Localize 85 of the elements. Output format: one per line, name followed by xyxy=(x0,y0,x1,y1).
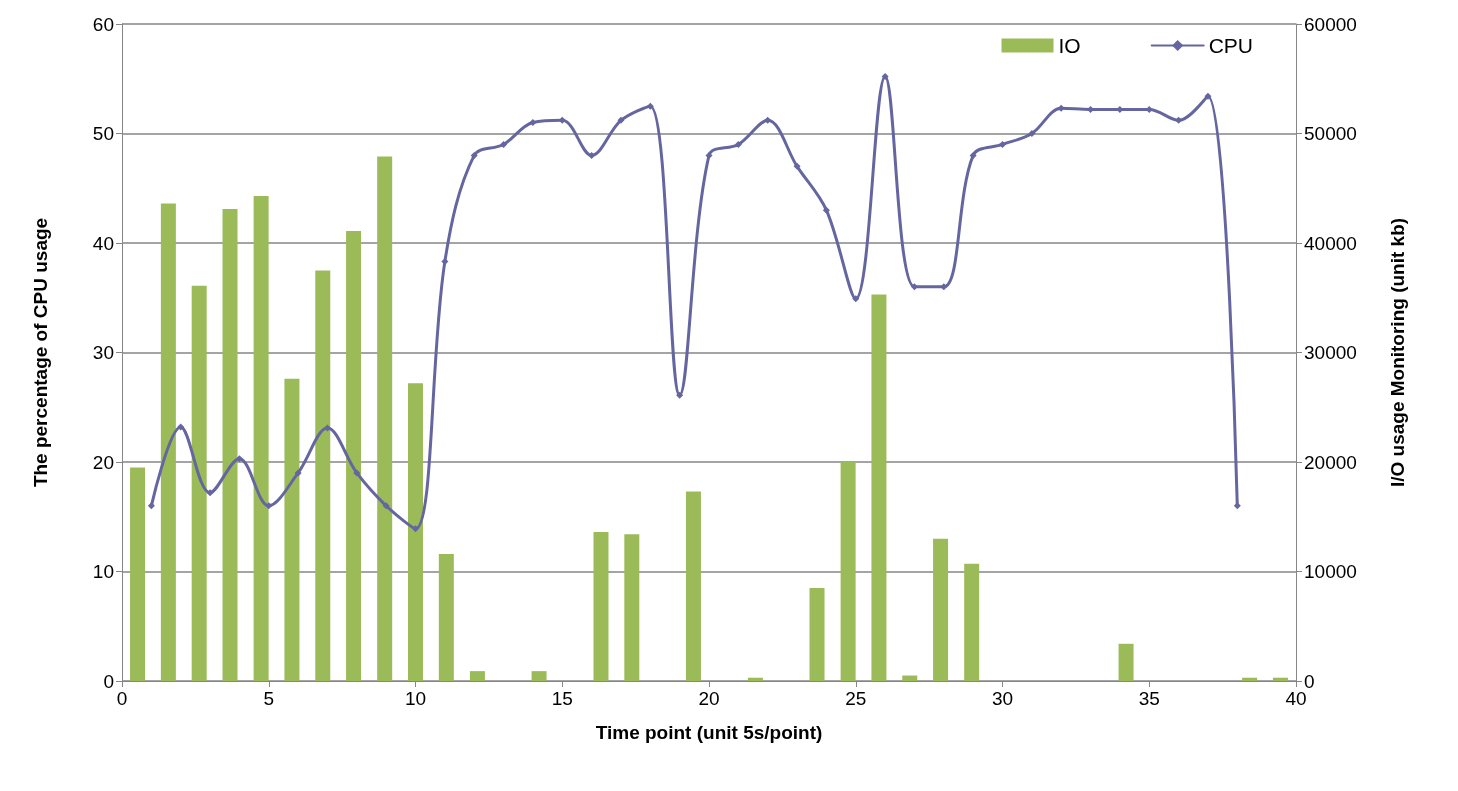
bar xyxy=(315,270,331,681)
y-tick-label: 20 xyxy=(92,451,114,473)
point xyxy=(793,162,801,170)
legend-label: IO xyxy=(1058,34,1081,57)
point xyxy=(177,423,185,431)
bar xyxy=(531,671,547,681)
point xyxy=(147,502,155,510)
bar xyxy=(685,491,701,681)
y-tick-label: 60 xyxy=(92,13,114,35)
bar xyxy=(933,538,949,681)
bar xyxy=(871,294,887,681)
point xyxy=(235,455,243,463)
x-tick-label: 5 xyxy=(263,688,275,709)
y2-tick-label: 0 xyxy=(1304,670,1315,692)
bar xyxy=(438,553,454,681)
point xyxy=(705,151,713,159)
point xyxy=(1028,130,1036,137)
bar xyxy=(809,587,825,681)
legend-label: CPU xyxy=(1208,34,1254,57)
point xyxy=(294,469,302,477)
point xyxy=(881,73,889,81)
y2-tick-label: 60000 xyxy=(1304,13,1357,35)
x-tick-label: 35 xyxy=(1138,688,1160,709)
y2-tick-label: 10000 xyxy=(1304,561,1357,582)
point xyxy=(470,151,478,159)
bar xyxy=(1272,677,1288,681)
bar xyxy=(408,383,423,681)
point xyxy=(734,140,742,148)
point xyxy=(382,502,390,510)
point xyxy=(412,525,419,533)
point xyxy=(1204,92,1212,100)
bar xyxy=(130,467,146,681)
y-tick-label: 30 xyxy=(92,342,114,363)
bar xyxy=(1242,677,1258,681)
point xyxy=(500,140,508,148)
point xyxy=(676,391,684,399)
y2-tick-label: 40000 xyxy=(1304,232,1357,254)
point xyxy=(265,502,273,510)
point xyxy=(1233,502,1241,510)
bar xyxy=(346,230,362,681)
point xyxy=(588,151,596,159)
bar xyxy=(840,462,856,681)
x-tick-label: 10 xyxy=(404,688,427,709)
point xyxy=(206,489,214,497)
bar xyxy=(624,534,640,681)
point xyxy=(764,116,772,124)
bar xyxy=(747,677,763,681)
x-tick-label: 40 xyxy=(1285,688,1307,709)
x-tick-label: 15 xyxy=(551,688,573,709)
bar xyxy=(191,285,207,681)
y2-axis-title: I/O usage Monitoring (unit kb) xyxy=(1387,217,1408,488)
bar xyxy=(377,156,393,681)
bar xyxy=(160,203,176,681)
point xyxy=(910,283,918,291)
point xyxy=(999,140,1006,148)
point xyxy=(617,116,625,124)
bar xyxy=(964,563,980,681)
x-tick-label: 25 xyxy=(845,688,867,709)
y-tick-label: 50 xyxy=(92,123,114,144)
bar xyxy=(1118,643,1134,681)
point xyxy=(969,151,977,159)
x-axis-title: Time point (unit 5s/point) xyxy=(595,722,823,743)
bar xyxy=(253,195,269,681)
y2-tick-label: 30000 xyxy=(1304,342,1357,363)
point xyxy=(646,102,654,110)
y-tick-label: 0 xyxy=(103,670,114,692)
y-tick-label: 40 xyxy=(92,232,114,254)
y-tick-label: 10 xyxy=(92,561,114,582)
point xyxy=(353,469,361,477)
bar xyxy=(593,532,609,681)
y2-tick-label: 50000 xyxy=(1304,123,1357,144)
bar xyxy=(902,675,918,681)
x-tick-label: 30 xyxy=(991,688,1014,709)
bar xyxy=(469,671,485,681)
y-axis-title: The percentage of CPU usage xyxy=(30,217,51,488)
x-tick-label: 20 xyxy=(698,688,720,709)
bar xyxy=(284,378,300,681)
bar xyxy=(222,209,238,681)
x-tick-label: 0 xyxy=(116,688,128,709)
point xyxy=(529,119,537,127)
y2-tick-label: 20000 xyxy=(1304,451,1357,473)
point xyxy=(323,424,331,432)
point xyxy=(852,295,860,303)
point xyxy=(940,283,948,291)
point xyxy=(822,206,830,214)
